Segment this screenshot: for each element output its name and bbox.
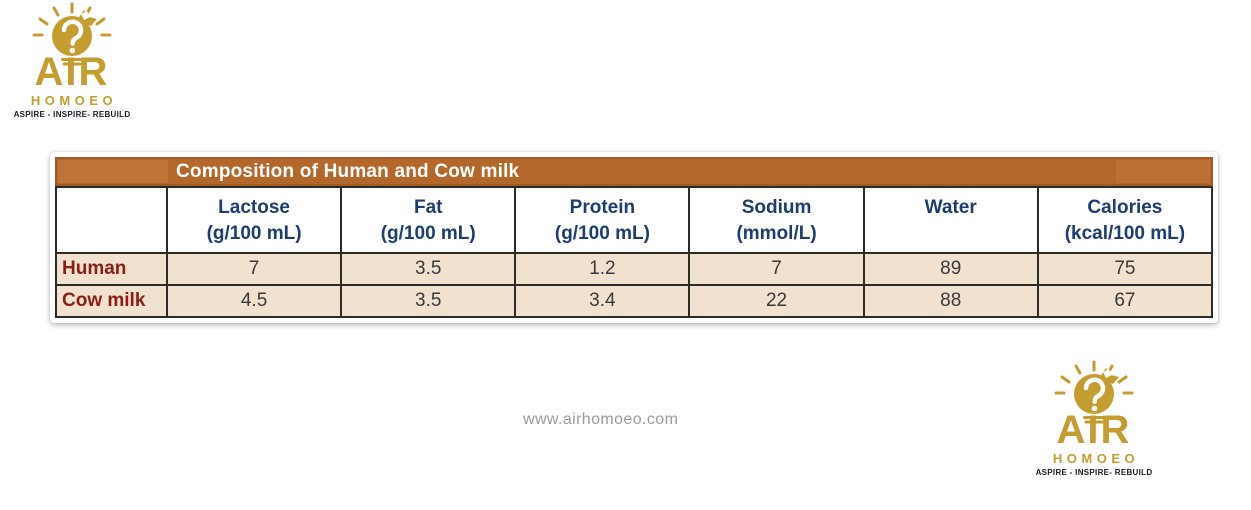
title-bar-right-patch [1116,160,1210,183]
cell-human-lactose: 7 [165,252,343,286]
table-title-bar: Composition of Human and Cow milk [55,157,1213,186]
cell-cow-calories: 67 [1036,284,1214,318]
milk-composition-table: Lactose (g/100 mL) Fat (g/100 mL) Protei… [55,186,1214,318]
cell-cow-sodium: 22 [688,284,865,318]
brand-tagline: ASPIRE - INSPIRE- REBUILD [1035,468,1153,477]
column-name: Protein [569,197,636,218]
cell-cow-lactose: 4.5 [165,284,343,318]
brand-logo-top-left: AIR HOMOEO ASPIRE - INSPIRE- REBUILD [0,2,152,119]
brand-logo-bottom-right: AIR HOMOEO ASPIRE - INSPIRE- REBUILD [1014,360,1174,477]
column-name: Fat [413,197,443,218]
column-header-lactose: Lactose (g/100 mL) [165,186,343,254]
table-row-human: Human 7 3.5 1.2 7 89 75 [55,252,1214,286]
column-unit: (g/100 mL) [206,223,302,244]
row-label: Cow milk [55,284,168,318]
column-unit: (mmol/L) [736,223,817,244]
cell-human-calories: 75 [1036,252,1214,286]
watermark-url: www.airhomoeo.com [523,411,679,428]
brand-subname: HOMOEO [30,93,118,108]
column-header-sodium: Sodium (mmol/L) [688,186,865,254]
lightbulb-dog-icon [1054,360,1134,424]
brand-name: AIR [1056,408,1132,452]
column-header-water: Water [862,186,1039,254]
cell-cow-protein: 3.4 [514,284,691,318]
column-header-fat: Fat (g/100 mL) [340,186,517,254]
column-name: Water [924,197,977,218]
row-label: Human [55,252,168,286]
table-title: Composition of Human and Cow milk [176,160,520,182]
lightbulb-dog-icon [32,2,112,66]
cell-human-sodium: 7 [688,252,865,286]
milk-composition-card: Composition of Human and Cow milk Lactos… [50,152,1218,323]
brand-name: AIR [34,50,110,94]
brand-tagline: ASPIRE - INSPIRE- REBUILD [13,110,131,119]
cell-human-protein: 1.2 [514,252,691,286]
column-header-protein: Protein (g/100 mL) [514,186,691,254]
brand-subname: HOMOEO [1052,451,1140,466]
cell-cow-fat: 3.5 [340,284,517,318]
title-bar-left-patch [58,160,168,183]
corner-cell [55,186,168,254]
column-name: Lactose [218,197,290,218]
column-unit: (g/100 mL) [380,223,476,244]
column-name: Sodium [741,197,812,218]
column-name: Calories [1087,197,1163,218]
column-unit: (kcal/100 mL) [1064,223,1186,244]
cell-cow-water: 88 [862,284,1039,318]
cell-human-water: 89 [862,252,1039,286]
column-header-calories: Calories (kcal/100 mL) [1036,186,1214,254]
cell-human-fat: 3.5 [340,252,517,286]
table-row-cow-milk: Cow milk 4.5 3.5 3.4 22 88 67 [55,284,1214,318]
header-row: Lactose (g/100 mL) Fat (g/100 mL) Protei… [55,186,1214,254]
column-unit: (g/100 mL) [554,223,650,244]
